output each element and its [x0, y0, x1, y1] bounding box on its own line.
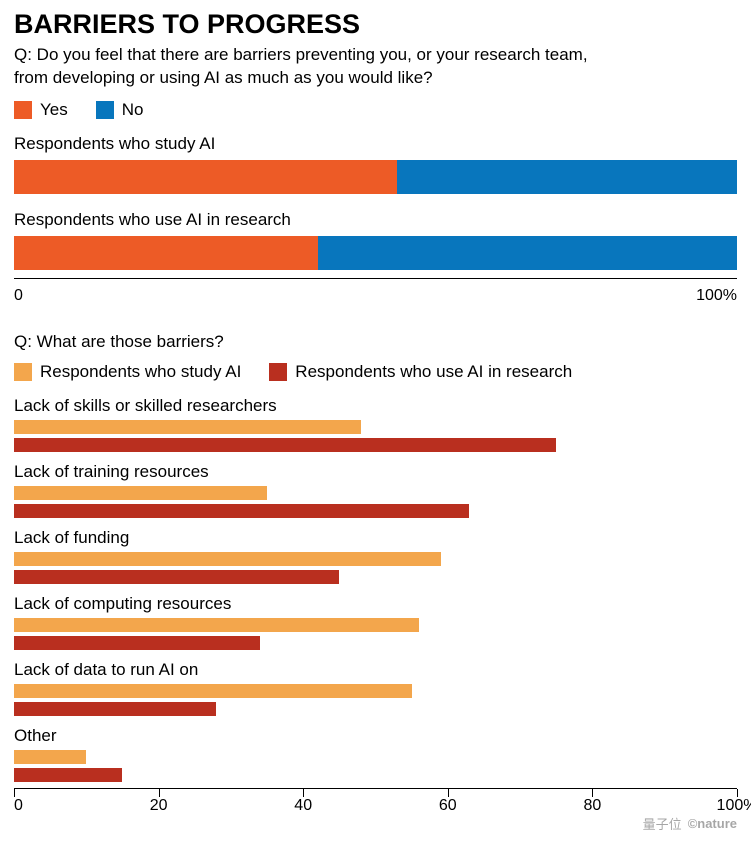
chart2-legend-label-use: Respondents who use AI in research [295, 362, 572, 382]
chart2-bar-use [14, 636, 260, 650]
chart2-bar-use [14, 702, 216, 716]
chart2-category-label: Lack of training resources [14, 462, 737, 482]
chart2-bar-use [14, 768, 122, 782]
chart2-axis-tick [159, 789, 160, 797]
chart2-bar-track [14, 552, 737, 566]
chart2-legend-label-study: Respondents who study AI [40, 362, 241, 382]
watermark: 量子位 ©nature [643, 814, 737, 833]
chart2-bar-track [14, 570, 737, 584]
chart2-bar-study [14, 750, 86, 764]
chart2-swatch-study [14, 363, 32, 381]
chart2-bar-study [14, 618, 419, 632]
chart1-axis-tick-label: 100% [696, 287, 737, 305]
chart1-segment-no [318, 236, 737, 270]
chart2-axis-tick-label: 60 [439, 797, 457, 815]
chart1-legend-label-yes: Yes [40, 100, 68, 120]
chart-title: BARRIERS TO PROGRESS [14, 10, 737, 38]
chart2-bar-track [14, 504, 737, 518]
chart1-bars: Respondents who study AI Respondents who … [14, 134, 737, 278]
chart2-bar-study [14, 486, 267, 500]
chart1-legend-label-no: No [122, 100, 144, 120]
chart2-category-label: Lack of funding [14, 528, 737, 548]
chart1-series-label: Respondents who study AI [14, 134, 737, 154]
chart-container: BARRIERS TO PROGRESS Q: Do you feel that… [0, 0, 751, 839]
chart2-bar-group: Lack of computing resources [14, 594, 737, 650]
chart2-category-label: Other [14, 726, 737, 746]
chart2-legend: Respondents who study AI Respondents who… [14, 362, 737, 382]
chart2-bar-track [14, 702, 737, 716]
chart2-axis-tick [14, 789, 15, 797]
chart1-legend-item-no: No [96, 100, 144, 120]
chart1-legend-item-yes: Yes [14, 100, 68, 120]
chart2-bar-group: Lack of data to run AI on [14, 660, 737, 716]
chart2-axis: 020406080100% [14, 788, 737, 819]
chart2-bar-use [14, 438, 556, 452]
chart2-bar-group: Lack of training resources [14, 462, 737, 518]
chart1-segment-yes [14, 160, 397, 194]
chart2-bar-track [14, 750, 737, 764]
chart2-category-label: Lack of data to run AI on [14, 660, 737, 680]
chart2-question: Q: What are those barriers? [14, 331, 737, 354]
chart2-axis-tick [592, 789, 593, 797]
chart2-bar-track [14, 636, 737, 650]
watermark-source: 量子位 [643, 814, 682, 833]
chart2-bar-use [14, 504, 469, 518]
chart2-axis-tick-label: 0 [14, 797, 23, 815]
chart1-swatch-yes [14, 101, 32, 119]
chart1-legend: Yes No [14, 100, 737, 120]
chart2-bar-group: Lack of funding [14, 528, 737, 584]
chart1-series-label: Respondents who use AI in research [14, 210, 737, 230]
chart2-legend-item-use: Respondents who use AI in research [269, 362, 572, 382]
chart2-bar-track [14, 486, 737, 500]
chart2-bar-group: Lack of skills or skilled researchers [14, 396, 737, 452]
chart2-swatch-use [269, 363, 287, 381]
chart1-axis-tick-label: 0 [14, 287, 23, 305]
chart2-axis-tick-label: 100% [717, 797, 751, 815]
chart2-bar-study [14, 684, 412, 698]
chart2-legend-item-study: Respondents who study AI [14, 362, 241, 382]
chart2-bar-track [14, 420, 737, 434]
chart1-segment-yes [14, 236, 318, 270]
chart2-bar-track [14, 618, 737, 632]
chart1-stacked-bar [14, 160, 737, 194]
watermark-copyright: ©nature [688, 816, 737, 831]
chart2-bar-use [14, 570, 339, 584]
chart2-bar-study [14, 420, 361, 434]
chart1-stacked-bar [14, 236, 737, 270]
chart2-category-label: Lack of skills or skilled researchers [14, 396, 737, 416]
chart1-segment-no [397, 160, 737, 194]
chart1-axis: 0 100% [14, 278, 737, 307]
chart2-bar-group: Other [14, 726, 737, 782]
chart2-category-label: Lack of computing resources [14, 594, 737, 614]
chart2-bar-study [14, 552, 441, 566]
chart2-axis-tick [448, 789, 449, 797]
chart2-axis-tick [737, 789, 738, 797]
chart2-bar-track [14, 684, 737, 698]
chart2-axis-tick-label: 40 [294, 797, 312, 815]
chart2-axis-tick [303, 789, 304, 797]
chart1-swatch-no [96, 101, 114, 119]
chart2-axis-tick-label: 80 [583, 797, 601, 815]
chart2-bars: Lack of skills or skilled researchers Lac… [14, 396, 737, 782]
chart2-axis-tick-label: 20 [150, 797, 168, 815]
chart2-bar-track [14, 438, 737, 452]
chart1-question: Q: Do you feel that there are barriers p… [14, 44, 737, 90]
chart2-bar-track [14, 768, 737, 782]
